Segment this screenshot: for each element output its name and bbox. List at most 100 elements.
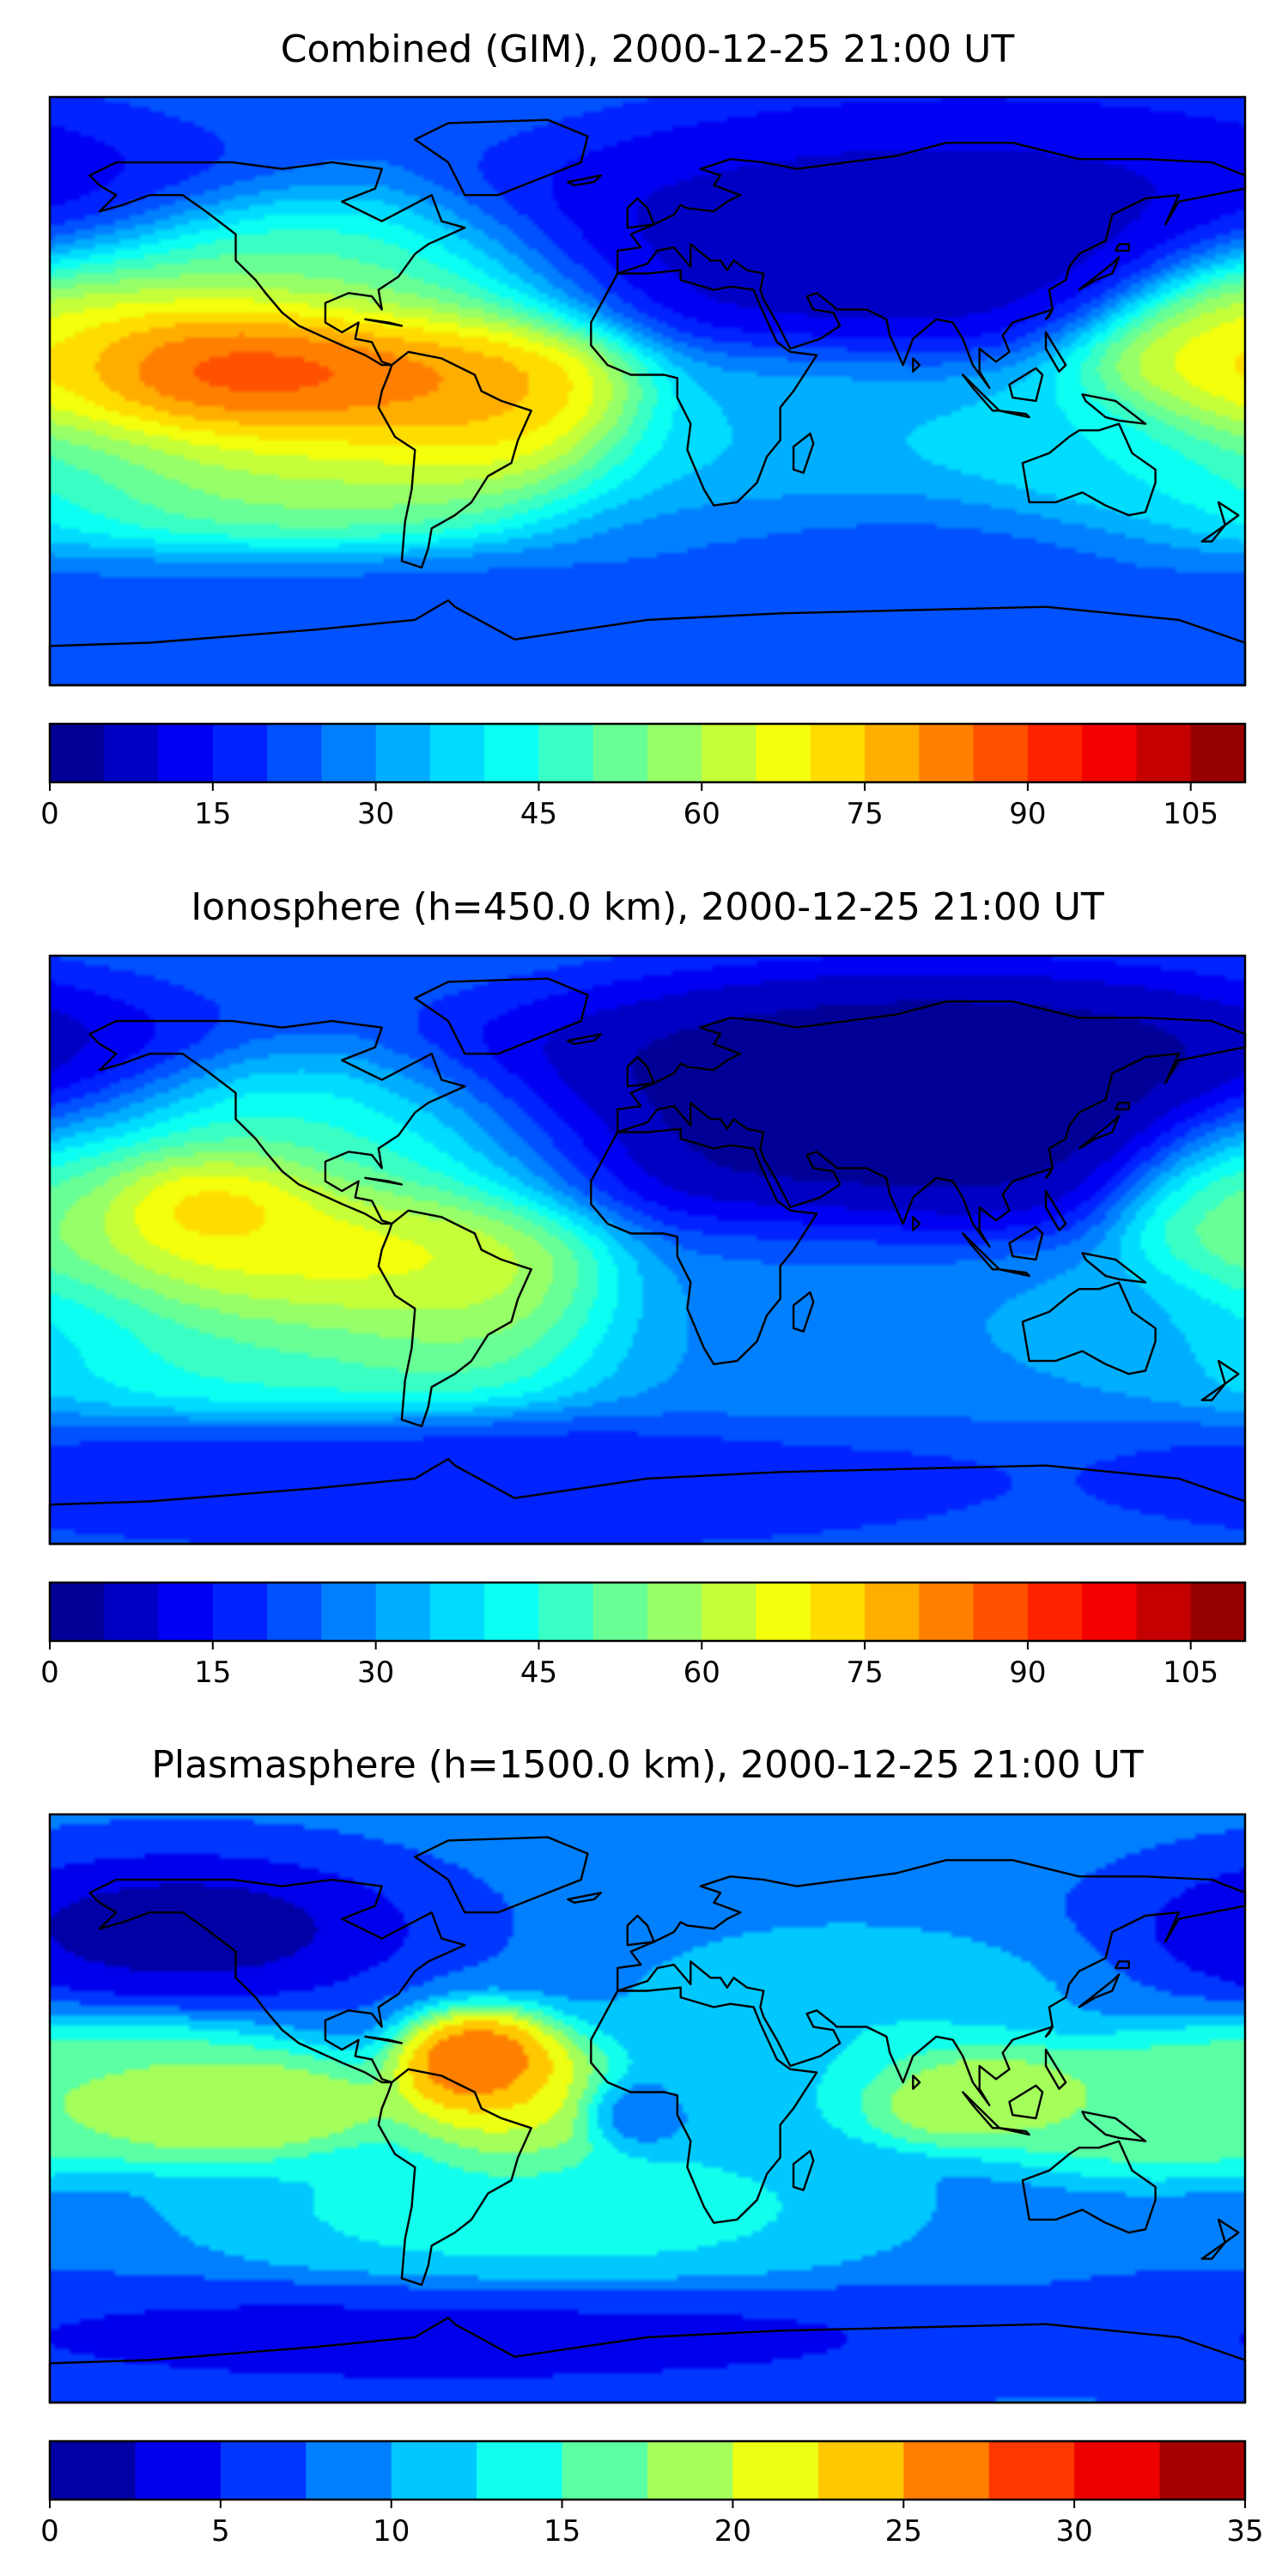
- colorbar-bin-14: [810, 1583, 866, 1641]
- colorbar-bin-18: [1027, 724, 1083, 782]
- colorbar-tick-label-3: 45: [520, 797, 557, 831]
- colorbar-bin-7: [429, 724, 485, 782]
- colorbar-bin-1: [104, 1583, 160, 1641]
- colorbar-bin-7: [647, 2441, 734, 2500]
- colorbar-bin-13: [756, 724, 811, 782]
- coastline-9: [1115, 1960, 1130, 1970]
- coastline-7: [626, 197, 655, 229]
- colorbar-bin-15: [865, 1583, 920, 1641]
- coastline-15: [1044, 308, 1054, 320]
- colorbar-bin-20: [1136, 724, 1192, 782]
- coastline-8: [1078, 1115, 1121, 1150]
- coastline-14: [792, 1291, 815, 1333]
- colorbar-tick-label-2: 30: [357, 797, 394, 831]
- colorbar-bin-2: [158, 724, 214, 782]
- colorbar-frame: [48, 2439, 1247, 2501]
- coastline-20: [912, 357, 921, 373]
- colorbar-bin-5: [321, 724, 377, 782]
- coastline-0: [88, 1878, 466, 2084]
- colorbar-tick-label-5: 75: [846, 797, 883, 831]
- chart-2-map-frame: [48, 954, 1247, 1546]
- colorbar-tick-label-6: 90: [1009, 797, 1046, 831]
- chart-1-title: Combined (GIM), 2000-12-25 21:00 UT: [281, 27, 1015, 71]
- colorbar-tick-label-6: 90: [1009, 1656, 1046, 1690]
- colorbar-bin-9: [817, 2441, 904, 2500]
- coastline-2: [414, 977, 589, 1055]
- chart-1-map-frame: [48, 95, 1247, 687]
- coastline-12: [1008, 367, 1044, 403]
- colorbar-bin-20: [1136, 1583, 1192, 1641]
- coastline-9: [1115, 1102, 1130, 1111]
- colorbar-bin-12: [702, 1583, 757, 1641]
- colorbar-bin-3: [306, 2441, 392, 2500]
- chart-1-coastlines: [48, 118, 1247, 687]
- colorbar-bin-4: [391, 2441, 477, 2500]
- chart-1-colorbar: 0 15 30 45 60 75 90 105: [40, 722, 1247, 831]
- colorbar-tick-label-2: 30: [357, 1656, 394, 1690]
- colorbar-bin-0: [50, 1583, 105, 1641]
- colorbar-bin-0: [50, 2441, 137, 2500]
- colorbar-bin-11: [647, 724, 702, 782]
- coastline-17: [1200, 2218, 1240, 2260]
- colorbar-bin-6: [375, 1583, 431, 1641]
- colorbar-tick-label-1: 5: [211, 2514, 230, 2549]
- coastline-10: [962, 374, 1001, 412]
- coastline-3: [590, 1127, 818, 1365]
- colorbar-bin-10: [592, 724, 648, 782]
- coastline-7: [626, 1055, 655, 1088]
- coastline-18: [364, 1176, 404, 1186]
- colorbar-bin-21: [1190, 1583, 1246, 1641]
- coastline-20: [912, 1216, 921, 1231]
- coastline-2: [414, 1836, 589, 1914]
- colorbar-bin-9: [538, 724, 594, 782]
- coastline-16: [1044, 1189, 1067, 1231]
- coastline-5: [1021, 1281, 1157, 1376]
- coastline-15: [1044, 2026, 1054, 2038]
- coastline-11: [998, 410, 1030, 419]
- colorbar-tick-label-0: 0: [40, 1656, 59, 1690]
- colorbar-bin-21: [1190, 724, 1246, 782]
- chart-3-heatmap: [50, 1814, 1245, 2403]
- colorbar-bin-16: [919, 724, 975, 782]
- colorbar-bin-9: [538, 1583, 594, 1641]
- colorbar-bin-10: [592, 1583, 648, 1641]
- colorbar-tick-label-1: 15: [194, 797, 231, 831]
- colorbar-tick-label-2: 10: [373, 2514, 410, 2549]
- colorbar-bin-18: [1027, 1583, 1083, 1641]
- colorbar-tick-label-7: 105: [1163, 1656, 1218, 1690]
- colorbar-tick-label-4: 60: [683, 1656, 720, 1690]
- coastline-10: [962, 1232, 1001, 1271]
- colorbar-bin-16: [919, 1583, 975, 1641]
- colorbar-bin-13: [1159, 2441, 1246, 2500]
- colorbar-bin-10: [903, 2441, 990, 2500]
- coastline-0: [88, 161, 466, 367]
- colorbar-bin-4: [267, 724, 322, 782]
- coastline-11: [998, 1268, 1030, 1278]
- colorbar-bin-5: [321, 1583, 377, 1641]
- coastline-14: [792, 432, 815, 474]
- colorbar-bin-5: [477, 2441, 563, 2500]
- coastline-1: [377, 1209, 532, 1428]
- coastline-1: [377, 350, 532, 569]
- coastline-17: [1200, 1359, 1240, 1401]
- coastline-4: [617, 1859, 1247, 2106]
- coastline-4: [617, 142, 1247, 389]
- colorbar-bin-12: [1074, 2441, 1161, 2500]
- colorbar-tick-label-1: 15: [194, 1656, 231, 1690]
- coastline-18: [364, 2035, 404, 2044]
- coastline-18: [364, 318, 404, 327]
- coastline-19: [567, 1033, 603, 1045]
- colorbar-tick-label-7: 35: [1226, 2514, 1263, 2549]
- colorbar-bin-8: [732, 2441, 819, 2500]
- coastline-12: [1008, 2084, 1044, 2120]
- chart-2-title: Ionosphere (h=450.0 km), 2000-12-25 21:0…: [191, 885, 1104, 929]
- chart-1-heatmap: [50, 97, 1245, 685]
- colorbar-tick-label-6: 30: [1056, 2514, 1093, 2549]
- colorbar-bin-14: [810, 724, 866, 782]
- colorbar-bin-0: [50, 724, 105, 782]
- colorbar-bin-4: [267, 1583, 322, 1641]
- colorbar-frame: [48, 1581, 1247, 1643]
- colorbar-bin-11: [647, 1583, 702, 1641]
- colorbar-bin-12: [702, 724, 757, 782]
